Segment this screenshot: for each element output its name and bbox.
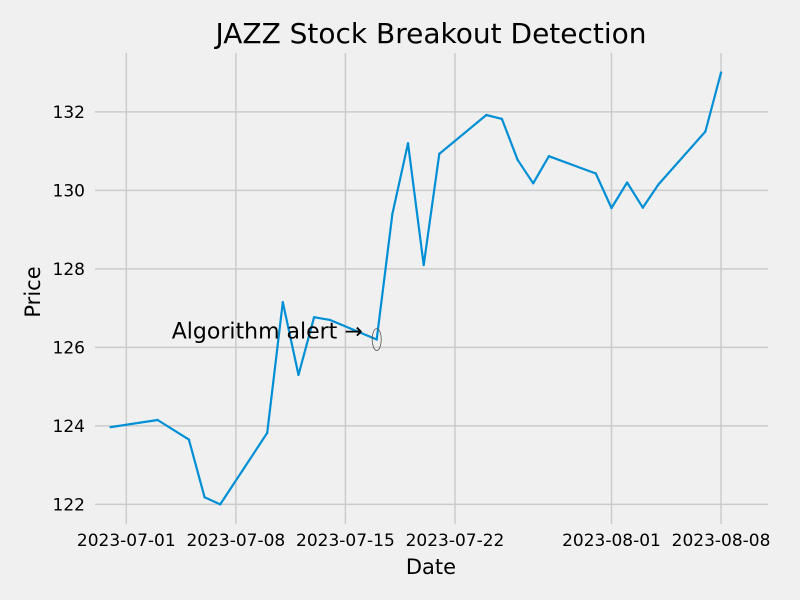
data-point bbox=[328, 318, 331, 322]
data-point bbox=[156, 418, 159, 422]
data-point bbox=[547, 155, 551, 158]
annotation-text: Algorithm alert → bbox=[172, 320, 363, 345]
y-tick-label: 128 bbox=[53, 260, 85, 280]
data-point bbox=[485, 113, 488, 117]
data-point bbox=[625, 181, 629, 184]
data-point bbox=[422, 263, 425, 267]
data-point bbox=[641, 206, 644, 209]
y-tick-label: 126 bbox=[53, 338, 85, 358]
data-point bbox=[500, 117, 504, 121]
grid bbox=[95, 53, 768, 524]
data-point bbox=[594, 172, 598, 175]
x-tick-label: 2023-07-15 bbox=[296, 531, 395, 551]
x-axis-label: Date bbox=[406, 555, 456, 579]
x-tick-label: 2023-07-22 bbox=[406, 531, 505, 551]
data-point bbox=[516, 158, 519, 161]
data-point bbox=[109, 425, 112, 429]
y-tick-label: 122 bbox=[53, 495, 85, 515]
annotation-layer: Algorithm alert → bbox=[172, 320, 382, 351]
data-point bbox=[704, 130, 707, 133]
data-point bbox=[610, 206, 613, 210]
line-layer bbox=[109, 71, 723, 506]
data-point bbox=[391, 212, 394, 216]
data-point bbox=[375, 338, 378, 341]
y-tick-label: 132 bbox=[53, 103, 85, 123]
data-point bbox=[203, 496, 206, 499]
x-tick-label: 2023-08-01 bbox=[562, 531, 661, 551]
data-point bbox=[265, 431, 269, 435]
data-point bbox=[532, 182, 535, 185]
data-point bbox=[219, 503, 222, 506]
data-point bbox=[312, 315, 316, 319]
data-point bbox=[187, 438, 191, 441]
data-point bbox=[719, 71, 723, 74]
y-axis-label: Price bbox=[21, 266, 45, 317]
y-tick-label: 124 bbox=[53, 417, 85, 437]
tick-layer: 2023-07-01 2023-07-08 2023-07-15 2023-07-22… bbox=[53, 103, 771, 551]
x-tick-label: 2023-07-08 bbox=[186, 531, 285, 551]
y-tick-label: 130 bbox=[53, 181, 85, 201]
data-point bbox=[406, 142, 410, 145]
data-point bbox=[438, 152, 441, 156]
chart-title: JAZZ Stock Breakout Detection bbox=[213, 17, 646, 50]
data-point bbox=[657, 183, 660, 186]
x-tick-label: 2023-08-08 bbox=[672, 531, 771, 551]
x-tick-label: 2023-07-01 bbox=[77, 531, 176, 551]
alert-marker bbox=[371, 328, 382, 351]
data-point bbox=[297, 373, 300, 377]
data-point bbox=[281, 301, 285, 304]
